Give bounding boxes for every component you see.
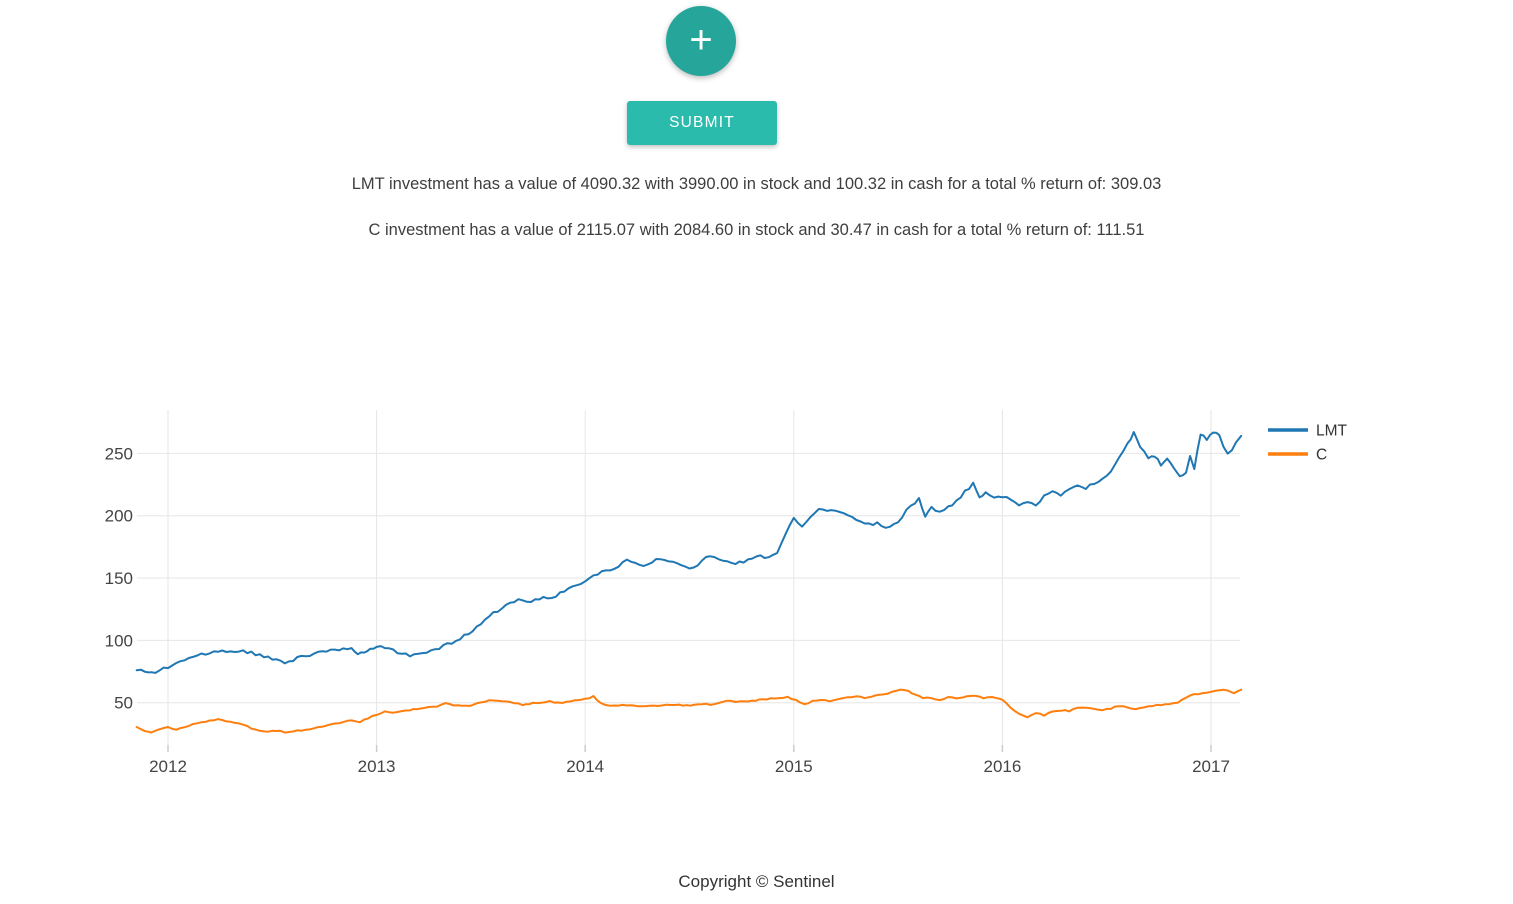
c-summary-text: C investment has a value of 2115.07 with… [368,221,1145,239]
x-tick-label: 2012 [149,757,187,776]
x-tick-label: 2014 [566,757,604,776]
price-chart-svg: 50 100 150 200 250 2012 2013 2014 2015 2016 2017 LM… [105,410,1348,776]
submit-button[interactable]: SUBMIT [627,101,777,145]
legend-label-lmt: LMT [1316,423,1348,440]
x-tick-label: 2013 [358,757,396,776]
y-tick-label: 50 [114,694,133,713]
copyright-text: Copyright © Sentinel [678,872,835,891]
x-tick-label: 2017 [1192,757,1230,776]
x-tick-label: 2016 [983,757,1021,776]
y-tick-label: 250 [105,444,133,463]
x-tick-label: 2015 [775,757,813,776]
price-chart: 50 100 150 200 250 2012 2013 2014 2015 2016 2017 LM… [95,400,1365,795]
add-button[interactable]: + [666,6,736,76]
lmt-summary-text: LMT investment has a value of 4090.32 wi… [351,175,1162,193]
series-line-lmt [135,431,1243,674]
y-tick-label: 150 [105,569,133,588]
y-tick-label: 200 [105,507,133,526]
plus-icon: + [689,17,713,62]
legend-label-c: C [1316,447,1327,464]
series-line-c [135,688,1243,734]
y-tick-label: 100 [105,631,133,650]
